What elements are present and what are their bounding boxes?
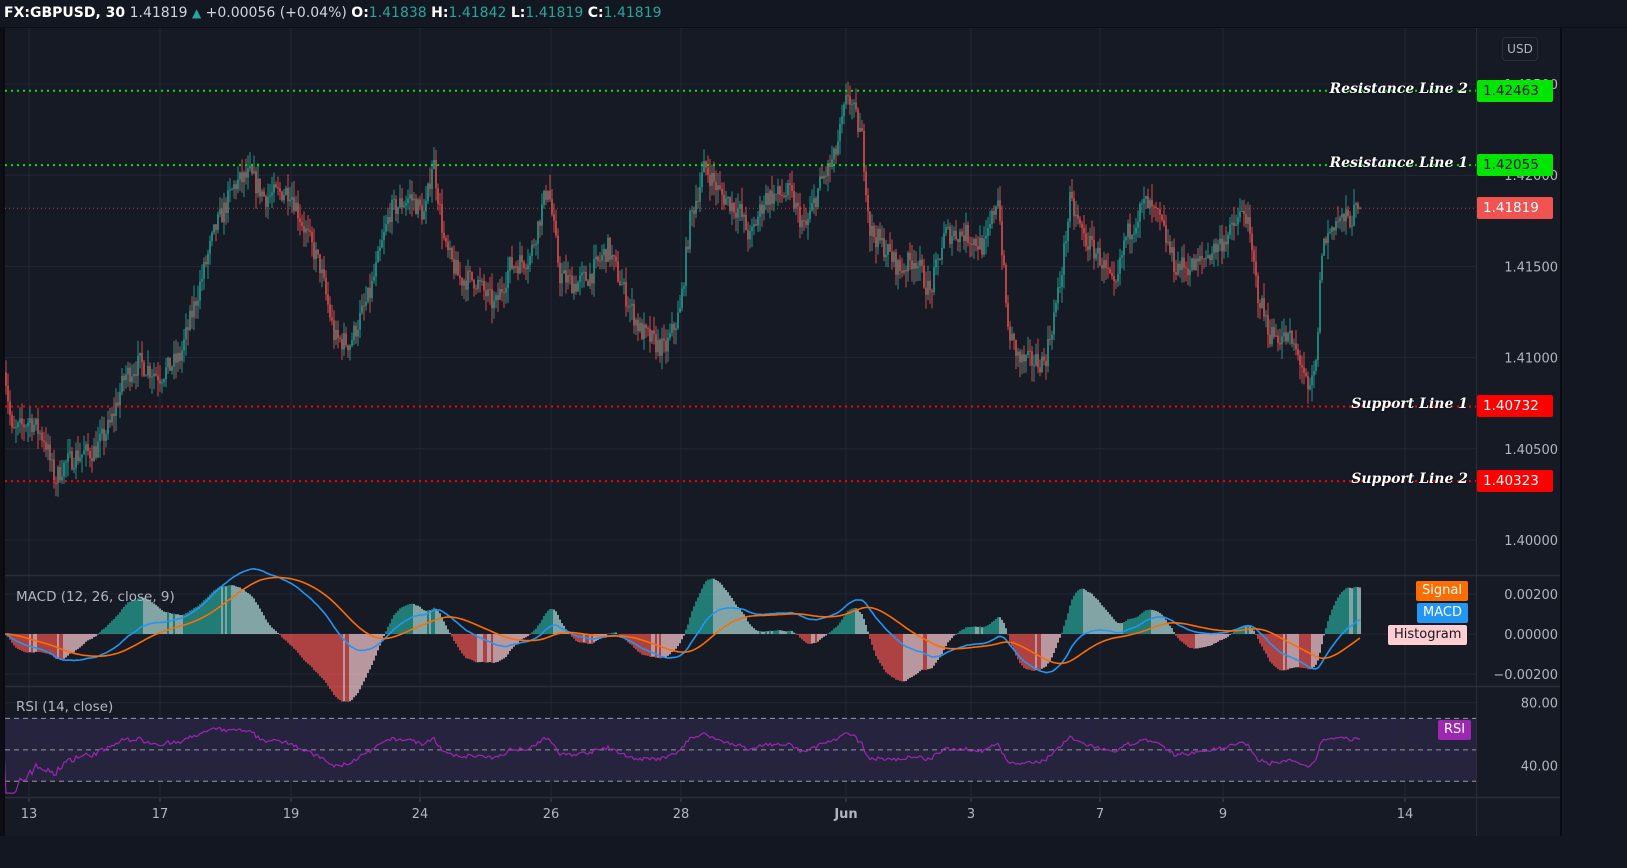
time-label: 9 bbox=[1219, 807, 1227, 822]
chart-canvas[interactable]: 131719242628Jun379141.425001.420001.4150… bbox=[5, 28, 1562, 836]
level-label-resistance-line-1[interactable]: Resistance Line 1 bbox=[1329, 155, 1468, 172]
level-label-support-line-2[interactable]: Support Line 2 bbox=[1351, 471, 1468, 488]
open-value: 1.41838 bbox=[368, 5, 427, 21]
rsi-tick: 80.00 bbox=[1521, 697, 1558, 712]
last-price-tag: 1.41819 bbox=[1477, 197, 1553, 220]
macd-tick: 0.00000 bbox=[1504, 628, 1558, 643]
price-tick: 1.40500 bbox=[1504, 443, 1558, 458]
high-value: 1.41842 bbox=[448, 5, 507, 21]
low-value: 1.41819 bbox=[525, 5, 584, 21]
macd-tick: −0.00200 bbox=[1493, 668, 1558, 683]
level-label-support-line-1[interactable]: Support Line 1 bbox=[1351, 396, 1468, 413]
rsi-line bbox=[5, 726, 1360, 794]
level-price-tag: 1.40323 bbox=[1477, 470, 1553, 493]
time-label: 26 bbox=[543, 807, 560, 822]
time-label: 7 bbox=[1096, 807, 1104, 822]
open-label: O: bbox=[351, 5, 369, 21]
close-value: 1.41819 bbox=[603, 5, 662, 21]
time-label: Jun bbox=[833, 807, 857, 822]
symbol-name[interactable]: FX:GBPUSD, 30 bbox=[4, 5, 126, 21]
candlesticks bbox=[5, 81, 1361, 497]
macd-line bbox=[5, 567, 1361, 674]
close-label: C: bbox=[587, 5, 604, 21]
level-price-tag: 1.40732 bbox=[1477, 395, 1553, 418]
macd-legend: MACD bbox=[1417, 603, 1468, 623]
low-label: L: bbox=[510, 5, 526, 21]
rsi-tick: 40.00 bbox=[1521, 760, 1558, 775]
time-label: 28 bbox=[673, 807, 690, 822]
symbol-header: FX:GBPUSD, 30 1.41819 ▲ +0.00056 (+0.04%… bbox=[0, 0, 1627, 27]
signal-legend: Signal bbox=[1416, 581, 1468, 601]
signal-line bbox=[5, 576, 1361, 665]
chart-area[interactable]: 131719242628Jun379141.425001.420001.4150… bbox=[3, 28, 1562, 836]
price-tick: 1.41500 bbox=[1504, 260, 1558, 275]
histogram-legend: Histogram bbox=[1388, 625, 1468, 645]
high-label: H: bbox=[431, 5, 449, 21]
level-price-tag: 1.42463 bbox=[1477, 79, 1553, 102]
time-label: 14 bbox=[1397, 807, 1414, 822]
time-label: 19 bbox=[283, 807, 300, 822]
up-triangle-icon: ▲ bbox=[191, 6, 202, 20]
bottom-bar bbox=[0, 836, 1627, 868]
level-price-tag: 1.42055 bbox=[1477, 154, 1553, 177]
macd-title[interactable]: MACD (12, 26, close, 9) bbox=[16, 589, 175, 605]
price-tick: 1.40000 bbox=[1504, 534, 1558, 549]
right-sidebar bbox=[1560, 28, 1627, 868]
rsi-title[interactable]: RSI (14, close) bbox=[16, 699, 114, 715]
macd-tick: 0.00200 bbox=[1504, 588, 1558, 603]
time-label: 3 bbox=[967, 807, 975, 822]
time-label: 17 bbox=[152, 807, 169, 822]
rsi-legend: RSI bbox=[1438, 720, 1472, 740]
level-label-resistance-line-2[interactable]: Resistance Line 2 bbox=[1329, 80, 1468, 97]
price-tick: 1.41000 bbox=[1504, 352, 1558, 367]
price-change: +0.00056 (+0.04%) bbox=[205, 5, 347, 21]
time-label: 24 bbox=[412, 807, 429, 822]
time-label: 13 bbox=[21, 807, 38, 822]
last-price: 1.41819 bbox=[129, 5, 188, 21]
currency-button[interactable]: USD bbox=[1502, 37, 1538, 61]
